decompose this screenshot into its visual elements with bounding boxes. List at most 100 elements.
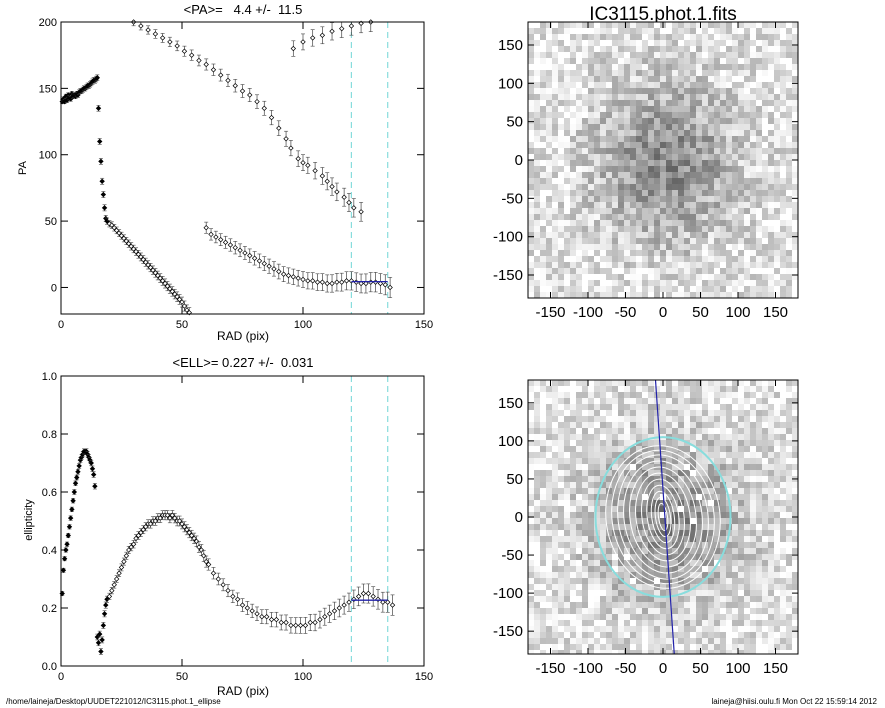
- footer-timestamp: laineja@hiisi.oulu.fi Mon Oct 22 15:59:1…: [711, 697, 877, 706]
- pa-y-ticks: 0 50 100 150 200: [39, 17, 424, 294]
- ell-point: [293, 617, 299, 634]
- ell-point: [64, 541, 70, 547]
- pa-point: [358, 202, 364, 222]
- img1-ytick-label: 50: [506, 114, 523, 131]
- ell-point: [75, 468, 81, 475]
- pa-xtick-label: 150: [415, 319, 433, 331]
- pa-point: [169, 286, 176, 297]
- pa-point: [351, 198, 357, 218]
- ell-ytick-label: 0.2: [42, 603, 57, 615]
- pa-point: [94, 74, 100, 81]
- pa-point: [363, 273, 369, 294]
- ell-point: [205, 558, 212, 571]
- pa-point: [295, 150, 301, 167]
- ell-point: [341, 595, 347, 615]
- ell-xlabel: RAD (pix): [217, 684, 269, 698]
- image2-contour: [611, 449, 715, 585]
- image1-x-ticks: -150 -100 -50 0 50 100 150: [535, 22, 788, 321]
- pa-point: [266, 258, 272, 274]
- pa-point: [237, 243, 243, 258]
- image2-major-axis: [654, 380, 675, 654]
- ell-point: [230, 589, 236, 603]
- pa-point: [188, 49, 195, 61]
- ell-point: [370, 586, 376, 607]
- ell-point: [283, 614, 289, 631]
- pa-point: [167, 36, 173, 47]
- ell-point: [103, 601, 109, 609]
- pa-point: [288, 140, 294, 157]
- ell-ylabel: ellipticity: [23, 499, 35, 541]
- pa-point: [334, 273, 340, 292]
- img2-xtick-label: 100: [725, 660, 750, 677]
- ell-point: [268, 612, 275, 628]
- pa-point: [232, 241, 238, 255]
- ell-point: [100, 622, 107, 629]
- ell-point: [106, 592, 113, 600]
- ell-point: [65, 532, 71, 539]
- pa-point: [319, 26, 326, 45]
- image2-x-ticks: -150 -100 -50 0 50 100 150: [535, 380, 788, 677]
- pa-point: [174, 291, 180, 302]
- pa-xlabel: RAD (pix): [217, 329, 269, 343]
- pa-point: [329, 274, 335, 293]
- pa-point: [196, 54, 202, 67]
- pa-title: <PA>= 4.4 +/- 11.5: [184, 2, 303, 17]
- pa-point: [174, 40, 180, 52]
- image1-pixels: [528, 22, 798, 298]
- pa-point: [159, 275, 166, 286]
- ell-panel: <ELL>= 0.227 +/- 0.031 0 50 100 150 0.00.20…: [23, 355, 433, 698]
- img2-xtick-label: -100: [573, 660, 603, 677]
- pa-point: [167, 283, 173, 294]
- image2-contour: [635, 472, 691, 562]
- pa-point: [280, 266, 287, 283]
- ell-point: [302, 617, 309, 634]
- pa-point: [346, 193, 352, 212]
- img1-ytick-label: -100: [493, 229, 523, 246]
- pa-point: [382, 274, 388, 296]
- img2-ytick-label: -100: [493, 585, 523, 602]
- pa-point: [329, 177, 335, 196]
- ell-point: [71, 489, 78, 495]
- image-panel-1: IC3115.phot.1.fits -150 -100 -50 0 50 100 150 …: [493, 4, 799, 321]
- pa-panel: <PA>= 4.4 +/- 11.5 0 50 100 150 0 50 100 150 20…: [17, 2, 433, 343]
- pa-point: [261, 100, 267, 116]
- pa-point: [186, 307, 192, 316]
- ell-point: [225, 584, 231, 598]
- pa-point: [227, 238, 234, 252]
- img1-xtick-label: 100: [725, 304, 750, 321]
- ell-point: [273, 611, 280, 628]
- pa-point: [145, 25, 151, 35]
- ell-point: [259, 609, 265, 624]
- ell-point: [179, 518, 185, 530]
- ell-point: [355, 586, 362, 607]
- ell-point: [351, 589, 357, 609]
- ell-point: [111, 581, 117, 589]
- image2-contour: [617, 454, 709, 580]
- image2-contour: [605, 445, 721, 589]
- pa-point: [181, 45, 188, 57]
- ell-point: [203, 555, 209, 568]
- pa-point: [101, 204, 108, 212]
- ell-point: [66, 524, 73, 530]
- ell-point: [61, 556, 68, 562]
- ell-ytick-label: 0.6: [42, 487, 57, 499]
- pa-point: [181, 300, 188, 312]
- ell-point: [74, 474, 80, 481]
- ell-point: [184, 524, 190, 536]
- pa-point: [99, 177, 105, 185]
- ell-point: [95, 639, 102, 647]
- img1-xtick-label: -150: [535, 304, 565, 321]
- pa-ytick-label: 100: [39, 150, 57, 162]
- ell-point: [278, 614, 284, 631]
- pa-point: [152, 29, 159, 39]
- ell-point: [254, 606, 260, 621]
- pa-point: [210, 63, 217, 76]
- pa-point: [242, 246, 248, 260]
- img2-xtick-label: -150: [535, 660, 565, 677]
- pa-point: [268, 110, 275, 126]
- ell-point: [90, 471, 97, 478]
- pa-point: [222, 235, 229, 249]
- img1-ytick-label: 100: [498, 75, 523, 92]
- ell-point: [72, 480, 79, 486]
- ell-point: [288, 617, 294, 634]
